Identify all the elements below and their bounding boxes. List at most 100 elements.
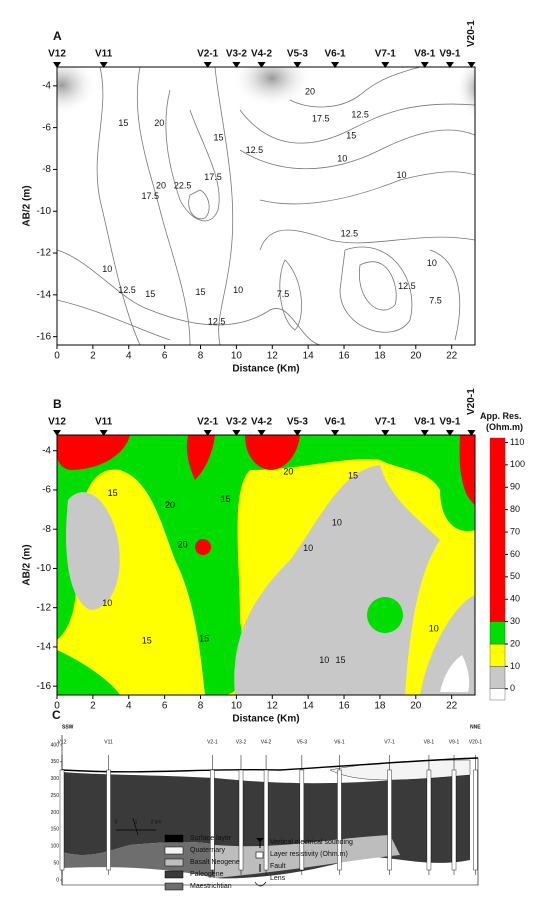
station-marker <box>257 430 266 436</box>
legend-label: Vertical electrical sounding <box>270 839 353 846</box>
station-marker <box>203 430 212 436</box>
contour-label: 12.5 <box>208 316 226 326</box>
contour-label: 10 <box>303 543 313 553</box>
contour-label: 15 <box>335 655 345 665</box>
y-tick-label: -6 <box>42 485 51 496</box>
legend-label: Layer resistivity (Ohm.m) <box>270 851 348 858</box>
station-label: V5-3 <box>287 417 309 428</box>
station-marker <box>232 430 241 436</box>
sounding-log <box>299 769 305 871</box>
station-marker <box>331 430 340 436</box>
station-label: V7-1 <box>375 49 397 60</box>
station-marker <box>420 62 429 68</box>
station-label: V4-2 <box>251 49 273 60</box>
x-tick-label: 0 <box>54 351 60 362</box>
y-tick-label: 150 <box>51 827 60 833</box>
station-label: V4-2 <box>261 739 272 745</box>
x-tick-label: 8 <box>198 701 204 712</box>
contour-label: 20 <box>165 500 175 510</box>
station-label: V2-1 <box>197 417 219 428</box>
x-tick-label: 14 <box>303 351 315 362</box>
x-tick-label: 4 <box>126 701 132 712</box>
colorbar-title: App. Res. (Ohm.m) <box>480 411 523 432</box>
legend-label: Maestrichtian <box>190 883 232 890</box>
legend-label: Paleogene <box>190 871 224 878</box>
x-tick-label: 22 <box>446 351 458 362</box>
x-tick-label: 6 <box>162 701 168 712</box>
station-label: V6-1 <box>325 417 347 428</box>
y-tick-label: -14 <box>37 289 52 300</box>
sounding-log <box>451 769 457 871</box>
contour-label: 10 <box>337 153 347 163</box>
y-tick-label: -6 <box>42 122 51 133</box>
legend-label: Fault <box>270 863 286 870</box>
contour-label: 20 <box>156 181 166 191</box>
x-tick-label: 20 <box>410 351 422 362</box>
x-tick-label: 8 <box>198 351 204 362</box>
station-label: V12 <box>58 739 67 745</box>
colorbar-tick-label: 80 <box>510 504 520 514</box>
x-axis-title: Distance (Km) <box>232 714 299 725</box>
y-axis-title: AB/2 (m) <box>22 185 33 226</box>
station-label: V20-1 <box>466 20 477 47</box>
colorbar-tick-label: 110 <box>510 437 524 447</box>
contour-label: 15 <box>145 289 155 299</box>
x-tick-label: 2 <box>90 351 96 362</box>
x-tick-label: 12 <box>267 701 279 712</box>
contour-label: 10 <box>332 518 342 528</box>
x-tick-label: 22 <box>446 701 458 712</box>
legend-swatch <box>164 846 184 855</box>
y-tick-label: -16 <box>37 681 52 692</box>
contour-label: 15 <box>199 633 209 643</box>
filled-contours-b <box>57 435 475 695</box>
colorbar-band <box>489 666 506 690</box>
panel-label: C <box>52 708 61 722</box>
scale-label: 2 km <box>151 819 162 825</box>
y-tick-label: -12 <box>37 248 52 259</box>
y-tick-label: 350 <box>51 759 60 765</box>
y-tick-label: -8 <box>42 524 51 535</box>
station-label: V8-1 <box>414 49 436 60</box>
colorbar-tick-label: 70 <box>510 526 520 536</box>
sounding-log <box>106 769 111 871</box>
station-marker <box>445 430 454 436</box>
sounding-log <box>210 769 215 871</box>
station-label: V8-1 <box>414 417 436 428</box>
legend-swatch <box>164 834 184 843</box>
legend-swatch <box>164 882 184 891</box>
y-tick-label: 0 <box>56 877 59 883</box>
station-label: V3-2 <box>236 739 247 745</box>
x-tick-label: 12 <box>267 351 279 362</box>
x-axis-title: Distance (Km) <box>232 364 299 375</box>
y-tick-label: 300 <box>51 776 60 782</box>
x-tick-label: 10 <box>231 351 243 362</box>
contour-label: 10 <box>102 598 112 608</box>
panel-label: B <box>53 397 62 411</box>
sounding-log <box>263 769 269 871</box>
station-label: V9-1 <box>439 417 461 428</box>
colorbar-tick-label: 20 <box>510 638 520 648</box>
y-tick-label: 200 <box>51 810 60 816</box>
legend-label: Lens <box>270 875 286 882</box>
station-label: V9-1 <box>439 49 461 60</box>
y-tick-label: 100 <box>51 844 60 850</box>
contour-label: 10 <box>429 624 439 634</box>
legend-symbols <box>116 829 267 887</box>
plot-frame <box>56 434 476 696</box>
contour-label: 20 <box>283 467 293 477</box>
contour-label: 15 <box>221 494 231 504</box>
station-label: V7-1 <box>384 739 395 745</box>
contours-a <box>57 67 475 345</box>
y-axis-title: AB/2 (m) <box>22 544 33 585</box>
station-label: V9-1 <box>449 739 460 745</box>
station-label: V20-1 <box>469 739 483 745</box>
station-marker <box>257 62 266 68</box>
legend-label: Basalt Neogene <box>190 859 240 866</box>
station-marker <box>331 62 340 68</box>
contour-label: 12.5 <box>118 285 136 295</box>
colorbar-tick-label: 40 <box>510 594 520 604</box>
x-tick-label: 6 <box>162 351 168 362</box>
y-tick-label: -8 <box>42 164 51 175</box>
direction-label: SSW <box>62 724 74 730</box>
y-tick-label: 250 <box>51 793 60 799</box>
